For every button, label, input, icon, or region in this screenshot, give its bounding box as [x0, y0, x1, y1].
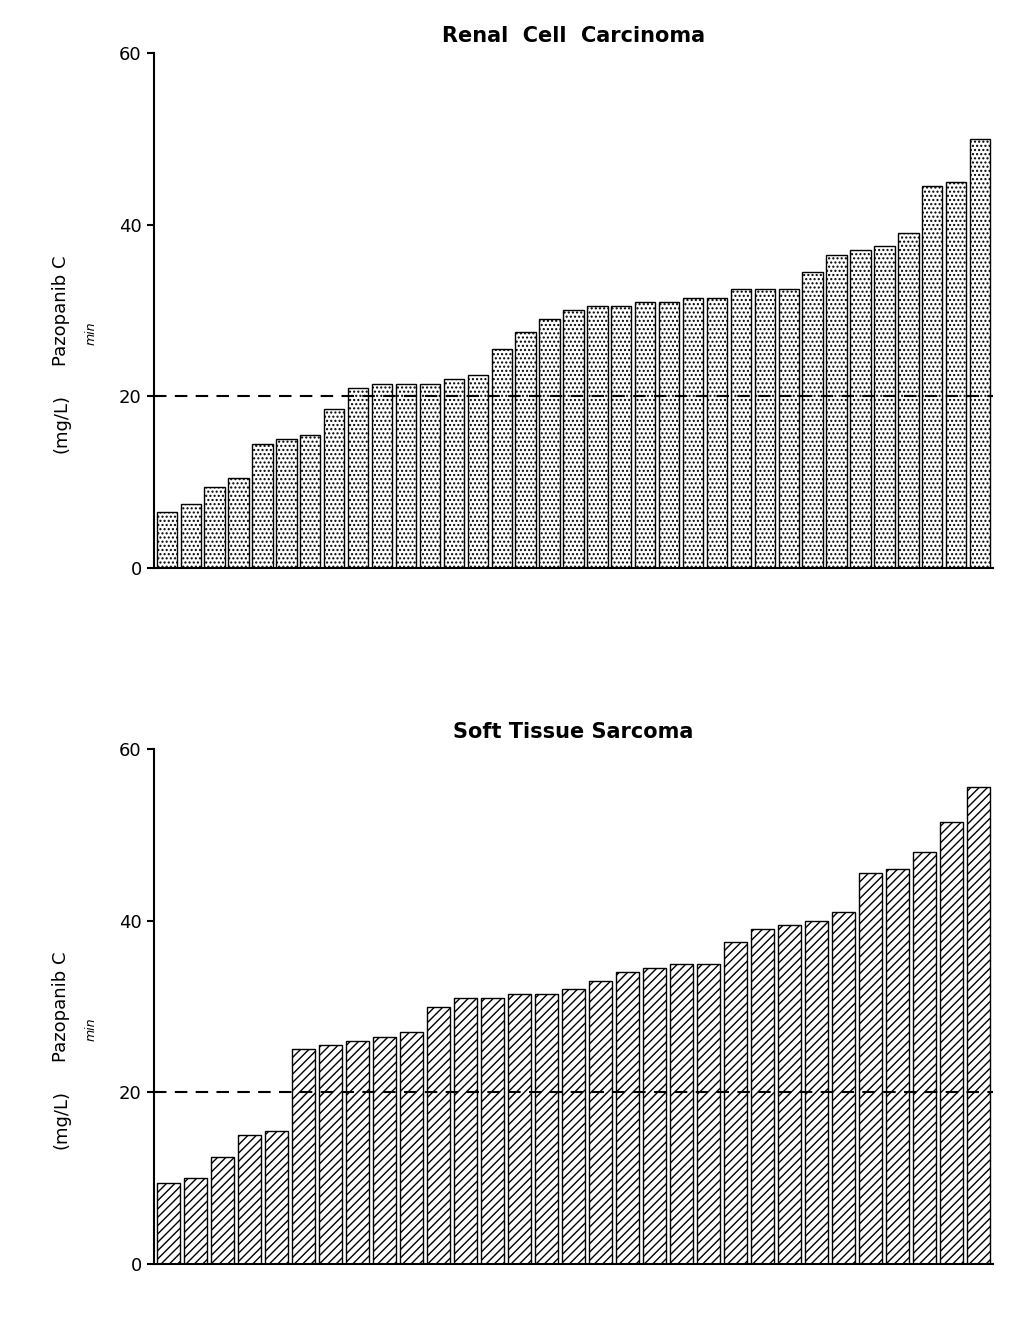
Bar — [300, 435, 321, 568]
Bar — [211, 1156, 233, 1264]
Bar — [826, 254, 847, 568]
Bar — [697, 964, 720, 1264]
Bar — [540, 319, 560, 568]
Bar — [420, 383, 440, 568]
Bar — [922, 186, 942, 568]
Bar — [205, 487, 225, 568]
Bar — [946, 182, 967, 568]
Bar — [396, 383, 416, 568]
Bar — [276, 440, 297, 568]
Bar — [346, 1040, 369, 1264]
Text: min: min — [84, 1018, 97, 1042]
Bar — [563, 311, 584, 568]
Bar — [587, 306, 607, 568]
Bar — [589, 981, 612, 1264]
Bar — [427, 1006, 450, 1264]
Bar — [157, 1183, 180, 1264]
Bar — [184, 1179, 207, 1264]
Title: Renal  Cell  Carcinoma: Renal Cell Carcinoma — [442, 25, 705, 46]
Bar — [508, 993, 530, 1264]
Bar — [157, 512, 177, 568]
Text: (mg/L): (mg/L) — [52, 1090, 71, 1150]
Bar — [659, 302, 679, 568]
Bar — [886, 869, 909, 1264]
Bar — [373, 1036, 396, 1264]
Bar — [635, 302, 655, 568]
Bar — [324, 410, 344, 568]
Bar — [898, 233, 919, 568]
Bar — [252, 444, 272, 568]
Bar — [643, 968, 666, 1264]
Bar — [707, 298, 727, 568]
Bar — [492, 349, 512, 568]
Bar — [751, 930, 774, 1264]
Text: min: min — [84, 321, 97, 345]
Bar — [778, 925, 801, 1264]
Text: Pazopanib C: Pazopanib C — [52, 255, 71, 366]
Bar — [468, 375, 487, 568]
Bar — [724, 942, 746, 1264]
Text: Pazopanib C: Pazopanib C — [52, 951, 71, 1062]
Bar — [874, 246, 895, 568]
Bar — [913, 852, 936, 1264]
Bar — [831, 911, 855, 1264]
Bar — [970, 138, 990, 568]
Bar — [481, 998, 504, 1264]
Bar — [265, 1131, 288, 1264]
Bar — [318, 1046, 342, 1264]
Bar — [731, 288, 751, 568]
Bar — [803, 271, 823, 568]
Bar — [850, 250, 870, 568]
Text: (mg/L): (mg/L) — [52, 394, 71, 453]
Bar — [400, 1033, 423, 1264]
Bar — [778, 288, 799, 568]
Bar — [611, 306, 632, 568]
Bar — [562, 989, 585, 1264]
Bar — [967, 788, 990, 1264]
Bar — [683, 298, 703, 568]
Title: Soft Tissue Sarcoma: Soft Tissue Sarcoma — [454, 722, 693, 741]
Bar — [372, 383, 392, 568]
Bar — [228, 478, 249, 568]
Bar — [180, 504, 201, 568]
Bar — [443, 379, 464, 568]
Bar — [348, 387, 369, 568]
Bar — [755, 288, 775, 568]
Bar — [670, 964, 693, 1264]
Bar — [515, 332, 536, 568]
Bar — [940, 822, 963, 1264]
Bar — [292, 1050, 315, 1264]
Bar — [616, 972, 639, 1264]
Bar — [535, 993, 558, 1264]
Bar — [805, 921, 828, 1264]
Bar — [859, 873, 882, 1264]
Bar — [454, 998, 477, 1264]
Bar — [238, 1135, 261, 1264]
